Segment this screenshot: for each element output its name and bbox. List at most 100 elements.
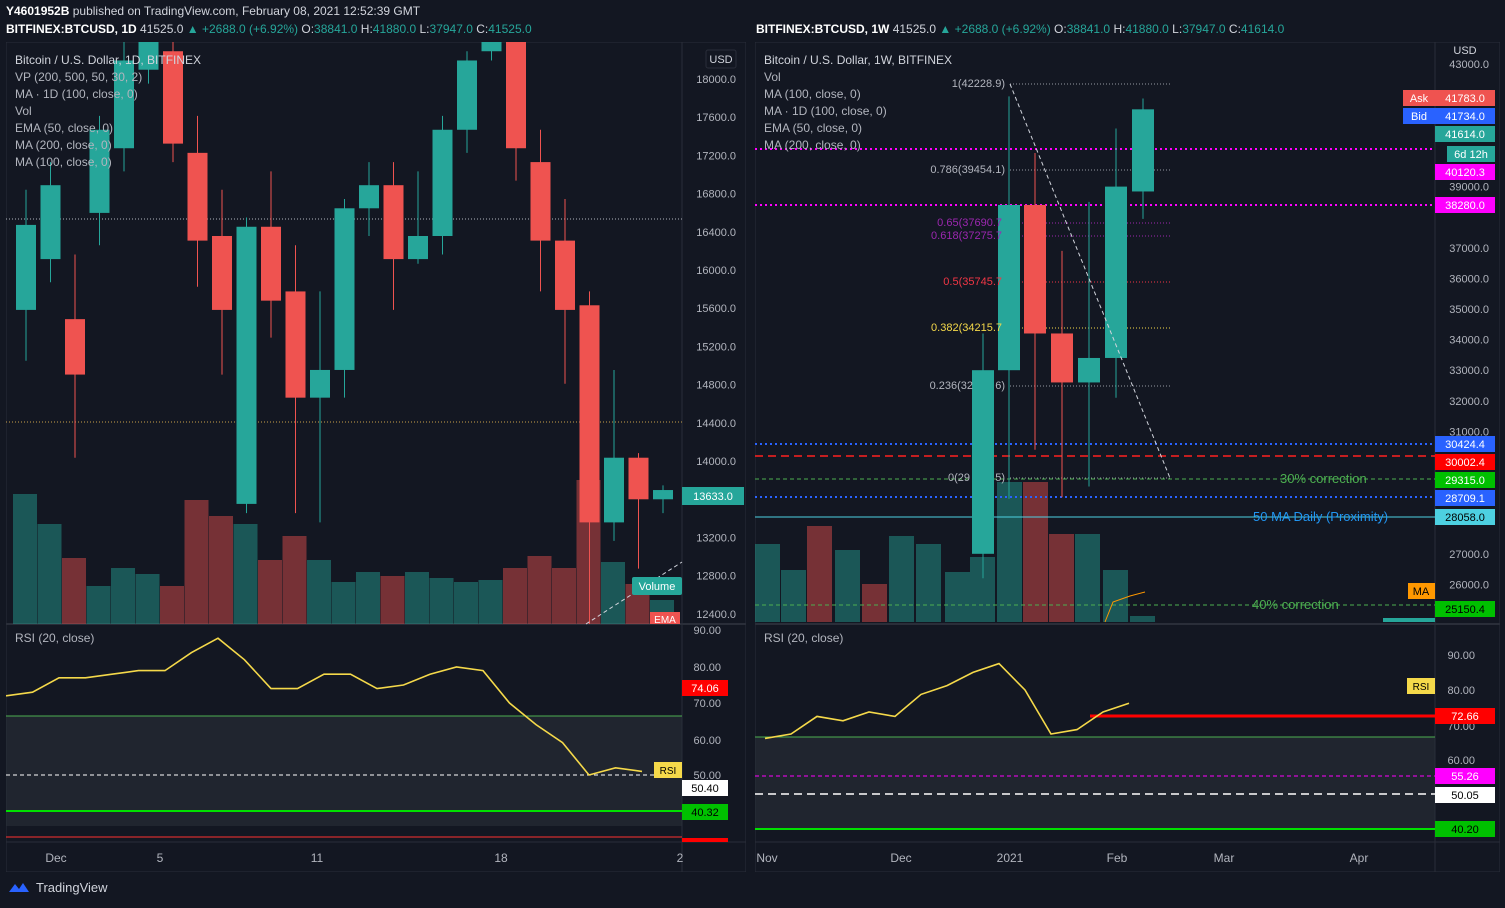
right-price-tick: 43000.0 [1449,59,1489,71]
left-price-tick: 14000.0 [696,456,736,468]
tag-29315: 29315.0 [1445,475,1485,487]
right-chart[interactable]: 1(42228.9) 0.786(39454.1) 0.65(37690.7 0… [755,42,1500,872]
fib-0-tail: 5) [995,472,1005,484]
right-rsi-tag-a: 72.66 [1451,711,1479,723]
ema-tag: EMA [654,615,676,626]
left-legend-title[interactable]: Bitcoin / U.S. Dollar, 1D, BITFINEX [15,53,202,67]
right-symbol-line: BITFINEX:BTCUSD, 1W 41525.0 ▲ +2688.0 (+… [756,22,1285,36]
tag-30002: 30002.4 [1445,457,1485,469]
left-price-tick: 15600.0 [696,303,736,315]
left-candle [236,226,257,504]
right-rsi-legend[interactable]: RSI (20, close) [764,631,843,645]
left-candle [653,490,673,500]
fib-0: 0(29 [948,472,970,484]
left-candle [40,185,61,260]
right-legend-ma100[interactable]: MA (100, close, 0) [764,87,861,101]
right-price-tick: 33000.0 [1449,365,1489,377]
left-candle [408,236,428,260]
left-volume-bar [209,516,233,624]
right-volume-bar [1103,570,1128,622]
right-x-tick: 2021 [997,851,1024,865]
right-legend-ma1d[interactable]: MA · 1D (100, close, 0) [764,104,887,118]
tradingview-footer[interactable]: TradingView [8,880,108,895]
note-40-correction: 40% correction [1252,597,1339,612]
fib-236: 0.236(32 [930,380,973,392]
tradingview-brand: TradingView [36,880,108,895]
right-candle [1132,109,1154,192]
left-volume-bar [282,536,307,624]
right-legend-ma200[interactable]: MA (200, close, 0) [764,138,861,152]
left-legend-ma200[interactable]: MA (200, close, 0) [15,138,112,152]
left-volume-bar [13,494,37,624]
left-legend-ma1d[interactable]: MA · 1D (100, close, 0) [15,87,138,101]
right-legend-ema[interactable]: EMA (50, close, 0) [764,121,863,135]
left-chart[interactable]: 18000.0 17600.0 17200.0 16800.0 16400.0 16000… [6,42,746,872]
left-volume-bar [356,572,380,624]
right-x-tick: Feb [1107,851,1128,865]
left-candle [261,226,281,301]
fib-65: 0.65(37690.7 [937,217,1002,229]
right-price-tick: 35000.0 [1449,304,1489,316]
left-candle [16,224,36,310]
left-candle [359,185,379,209]
right-currency[interactable]: USD [1453,45,1476,57]
right-legend-title[interactable]: Bitcoin / U.S. Dollar, 1W, BITFINEX [764,53,953,67]
left-x-tick: 11 [311,851,324,865]
fib-786: 0.786(39454.1) [930,164,1005,176]
right-price-tick: 32000.0 [1449,396,1489,408]
left-candle [114,60,134,149]
right-x-tick: Dec [890,851,911,865]
right-change: ▲ +2688.0 (+6.92%) [939,22,1051,36]
left-rsi-tag-c: 40.32 [691,807,719,819]
left-volume-bar [478,580,503,624]
left-price-tick: 17600.0 [696,112,736,124]
left-legend-vol[interactable]: Vol [15,104,32,118]
left-candle [383,185,404,260]
tag-28058: 28058.0 [1445,512,1485,524]
left-volume-bar [233,524,258,624]
right-volume-bar [835,550,860,622]
left-legend-ema[interactable]: EMA (50, close, 0) [15,121,114,135]
right-volume-bar [916,544,941,622]
left-price-tick: 16800.0 [696,189,736,201]
username[interactable]: Y4601952B [6,4,70,18]
right-symbol[interactable]: BITFINEX:BTCUSD, 1W [756,22,890,36]
left-volume-bar [552,568,576,624]
left-legend-ma100[interactable]: MA (100, close, 0) [15,155,112,169]
right-candle [1024,204,1046,334]
left-price-tick: 14800.0 [696,380,736,392]
left-candle [604,457,624,523]
right-volume-bar [807,526,832,622]
left-price: 41525.0 [140,22,184,36]
left-candle [457,60,477,130]
fib-618: 0.618(37275.7 [931,230,1002,242]
right-volume-bar [755,544,780,622]
right-rsi-tag-b: 55.26 [1451,771,1479,783]
left-candle [530,162,551,241]
left-rsi-tag-b: 50.40 [691,783,719,795]
left-volume-bar [503,568,527,624]
left-currency[interactable]: USD [709,54,732,66]
right-price-tick: 34000.0 [1449,335,1489,347]
left-rsi-legend[interactable]: RSI (20, close) [15,631,94,645]
right-candle [1078,357,1100,383]
tag-38280: 38280.0 [1445,200,1485,212]
right-close: 41614.0 [1240,22,1285,36]
right-price-tick: 26000.0 [1449,579,1489,591]
right-candle [1051,333,1073,383]
right-volume-bar [945,572,970,622]
right-volume-bar [862,584,887,622]
right-price-tick: 39000.0 [1449,182,1489,194]
left-candle [481,42,502,52]
right-legend-vol[interactable]: Vol [764,70,781,84]
left-volume-bar [62,558,86,624]
tag-40120: 40120.3 [1445,167,1485,179]
left-candle [334,208,355,370]
tradingview-logo-icon [9,882,29,892]
left-close: 41525.0 [488,22,532,36]
left-price-tick: 15200.0 [696,341,736,353]
left-legend-vp[interactable]: VP (200, 500, 50, 30, 2) [15,70,143,84]
fib-5: 0.5(35745.7 [943,276,1002,288]
left-price-tick: 14400.0 [696,418,736,430]
left-symbol[interactable]: BITFINEX:BTCUSD, 1D [6,22,137,36]
